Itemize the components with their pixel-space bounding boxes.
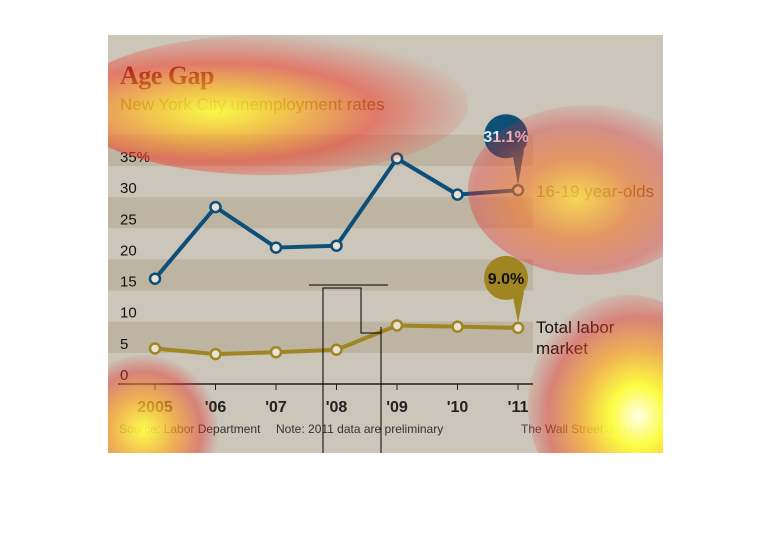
x-tick-label: '09 bbox=[386, 399, 408, 416]
data-point bbox=[330, 343, 343, 356]
x-tick-label: '10 bbox=[447, 399, 469, 416]
y-tick-label: 5 bbox=[120, 336, 128, 353]
data-point bbox=[148, 272, 162, 285]
callout-pointer bbox=[512, 291, 524, 323]
data-point bbox=[451, 188, 464, 201]
data-point bbox=[148, 342, 162, 355]
data-point bbox=[390, 319, 404, 332]
data-point bbox=[209, 200, 222, 214]
grid-band bbox=[108, 197, 533, 229]
y-tick-label: 10 bbox=[120, 305, 137, 322]
data-point bbox=[269, 345, 283, 359]
x-tick-label: '07 bbox=[265, 399, 287, 416]
data-point bbox=[330, 239, 343, 252]
y-tick-label: 30 bbox=[120, 180, 137, 197]
y-tick-label: 20 bbox=[120, 242, 137, 259]
footer-note: Note: 2011 data are preliminary bbox=[276, 422, 443, 436]
y-tick-label: 25 bbox=[120, 211, 137, 228]
annotation-line bbox=[322, 287, 381, 453]
callout-label: 9.0% bbox=[488, 271, 524, 288]
x-tick-label: '11 bbox=[508, 399, 529, 416]
data-point bbox=[269, 241, 283, 254]
data-point bbox=[451, 320, 464, 333]
y-tick-label: 15 bbox=[120, 274, 137, 291]
x-tick-label: '08 bbox=[326, 399, 348, 416]
